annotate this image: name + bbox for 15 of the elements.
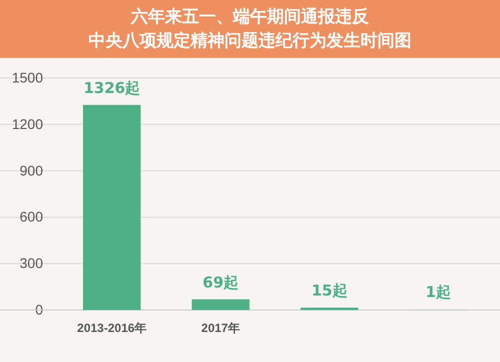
y-tick-label: 600 <box>20 208 44 225</box>
bar <box>83 104 141 310</box>
chart-subtitle: 中央八项规定精神问题违纪行为发生时间图 <box>88 31 412 51</box>
x-tick-label: 2013-2016年 <box>77 321 147 336</box>
y-tick-label: 1500 <box>12 69 44 86</box>
y-tick-label: 1200 <box>12 116 44 132</box>
data-label: 1326起 <box>83 78 140 97</box>
y-tick-label: 900 <box>20 162 44 178</box>
chart-title: 六年来五一、端午期间通报违反 <box>130 7 369 27</box>
data-label: 15起 <box>311 282 348 300</box>
y-tick-label: 300 <box>20 255 44 272</box>
data-label: 1起 <box>425 283 451 301</box>
data-label: 69起 <box>202 273 239 292</box>
bar <box>192 299 250 310</box>
x-tick-label: 2017年 <box>201 321 240 336</box>
